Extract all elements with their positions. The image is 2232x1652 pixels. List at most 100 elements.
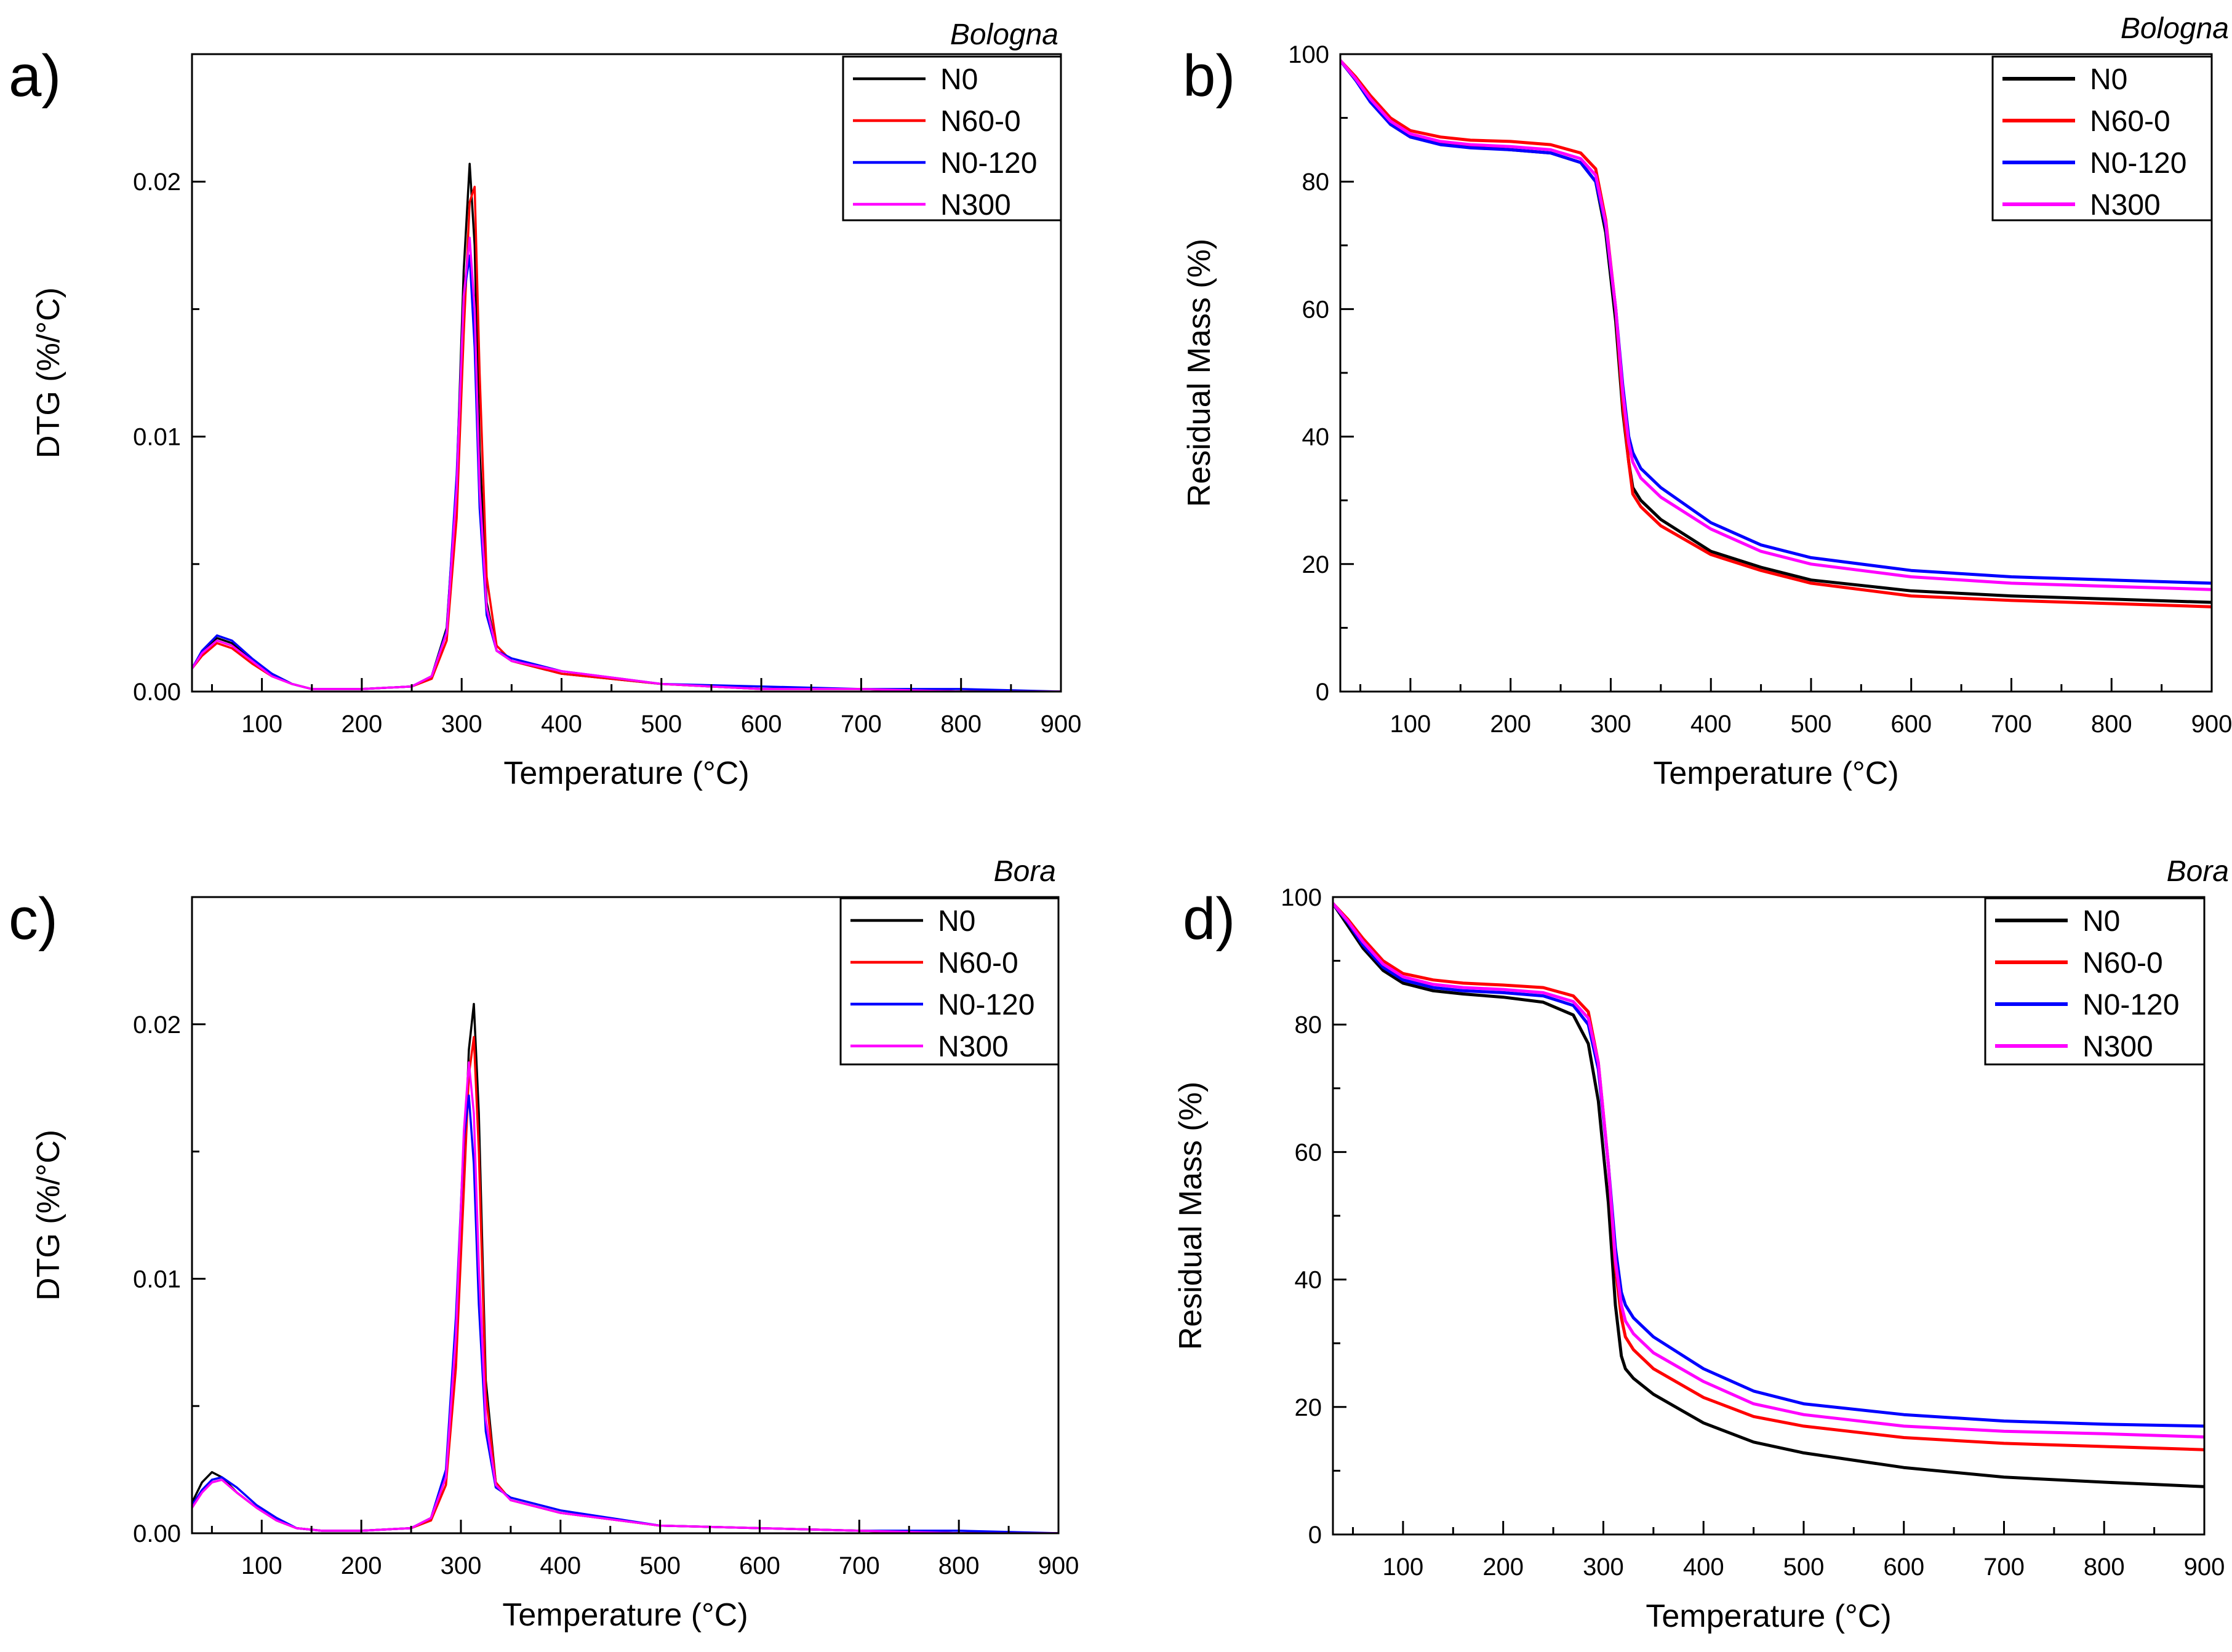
y-tick-label: 0.02 [133,169,181,196]
x-axis-title: Temperature (°C) [1646,1598,1891,1634]
panel-c: 100 200 300 400 500 600 700 800 900 0.00 0.01 0.02 T… [9,855,1079,1633]
legend-label: N0 [2090,63,2127,96]
x-tick-label: 800 [2091,711,2132,738]
y-tick-label: 60 [1295,1139,1322,1166]
x-tick-label: 600 [741,711,782,738]
legend-label: N0 [938,905,975,938]
y-tick-label: 100 [1281,884,1322,911]
x-tick-label: 700 [1991,711,2032,738]
panel-label: d) [1183,886,1235,952]
x-tick-label: 400 [541,711,582,738]
y-tick-label: 0.01 [133,1266,181,1293]
x-tick-label: 400 [1690,711,1732,738]
legend-label: N60-0 [940,105,1021,138]
series-line-n0 [192,1002,1058,1533]
x-tick-label: 500 [641,711,682,738]
y-tick-label: 0 [1316,679,1329,706]
x-tick-label: 100 [1383,1554,1424,1581]
x-tick-label: 200 [1482,1554,1524,1581]
y-axis-title: DTG (%/°C) [31,287,66,458]
x-tick-label: 600 [1890,711,1932,738]
x-tick-label: 100 [241,1552,282,1579]
legend-label: N60-0 [938,947,1018,980]
site-label: Bologna [950,18,1058,51]
x-tick-label: 300 [1590,711,1631,738]
legend-label: N0-120 [2082,989,2179,1021]
series-group [1340,59,2212,609]
panel-d: 100 200 300 400 500 600 700 800 900 0 20 40 60 80 100 T… [1173,855,2229,1634]
panel-label: c) [9,886,58,952]
y-tick-label: 40 [1302,424,1330,451]
series-line-n300 [192,236,1061,692]
y-tick-label: 100 [1288,41,1329,68]
legend-label: N0-120 [2090,147,2186,180]
legend-box [839,897,1060,1066]
y-tick-label: 20 [1302,551,1330,578]
legend-label: N60-0 [2082,947,2163,980]
legend-label: N60-0 [2090,105,2170,138]
y-tick-label: 80 [1302,169,1330,196]
site-label: Bologna [2121,12,2229,45]
x-tick-label: 700 [839,1552,880,1579]
y-axis-title: DTG (%/°C) [31,1130,66,1301]
site-label: Bora [2167,855,2229,888]
legend-box [1991,55,2213,221]
x-tick-label: 400 [540,1552,581,1579]
x-tick-label: 800 [2084,1554,2125,1581]
y-axis-title: Residual Mass (%) [1182,239,1217,507]
x-tick-label: 700 [841,711,882,738]
y-tick-label: 20 [1295,1394,1322,1421]
series-line-n0 [1333,903,2204,1488]
series-group [192,1002,1058,1533]
series-group [192,162,1061,692]
y-tick-label: 0.00 [133,679,181,706]
y-tick-label: 0 [1308,1522,1322,1549]
x-tick-label: 900 [2184,1554,2225,1581]
x-tick-label: 200 [342,711,383,738]
x-axis-title: Temperature (°C) [1653,756,1898,791]
panel-a: 100 200 300 400 500 600 700 800 900 0.00 0.01 0.02 T… [9,18,1081,791]
series-line-n0 [192,162,1061,692]
legend-label: N0-120 [938,989,1034,1021]
panel-label: b) [1183,43,1235,109]
x-tick-label: 700 [1983,1554,2025,1581]
legend-label: N0 [940,63,978,96]
legend-label: N300 [938,1031,1009,1063]
x-tick-label: 600 [739,1552,780,1579]
y-axis-title: Residual Mass (%) [1173,1082,1209,1350]
panel-label: a) [9,43,61,109]
legend-label: N300 [2082,1031,2153,1063]
x-tick-label: 300 [441,1552,482,1579]
x-tick-label: 600 [1883,1554,1924,1581]
y-tick-label: 0.00 [133,1520,181,1547]
x-tick-label: 500 [1791,711,1832,738]
x-tick-label: 900 [1038,1552,1079,1579]
panel-b: 100 200 300 400 500 600 700 800 900 0 20 40 60 80 100 T… [1182,12,2232,791]
legend-label: N300 [940,189,1011,221]
plot-frame [191,53,1062,693]
series-line-n300 [1340,59,2212,591]
x-tick-label: 900 [1041,711,1082,738]
series-line-n300 [192,1061,1058,1533]
x-tick-label: 300 [1583,1554,1624,1581]
x-axis-title: Temperature (°C) [503,756,749,791]
x-tick-label: 900 [2191,711,2232,738]
legend-label: N0-120 [940,147,1037,180]
series-line-n60-0 [192,185,1061,692]
legend-box [1984,897,2206,1066]
x-tick-label: 500 [639,1552,681,1579]
legend-box [842,55,1062,221]
y-tick-label: 0.02 [133,1012,181,1039]
x-axis-title: Temperature (°C) [502,1597,748,1633]
legend-label: N300 [2090,189,2161,221]
series-group [1333,902,2204,1488]
y-tick-label: 40 [1295,1267,1322,1294]
series-line-n0-120 [192,1094,1058,1533]
series-line-n60-0 [192,1035,1058,1533]
x-tick-label: 400 [1683,1554,1724,1581]
x-tick-label: 200 [1490,711,1531,738]
plot-frame [191,896,1060,1534]
x-tick-label: 800 [940,711,982,738]
series-line-n300 [1333,902,2204,1439]
